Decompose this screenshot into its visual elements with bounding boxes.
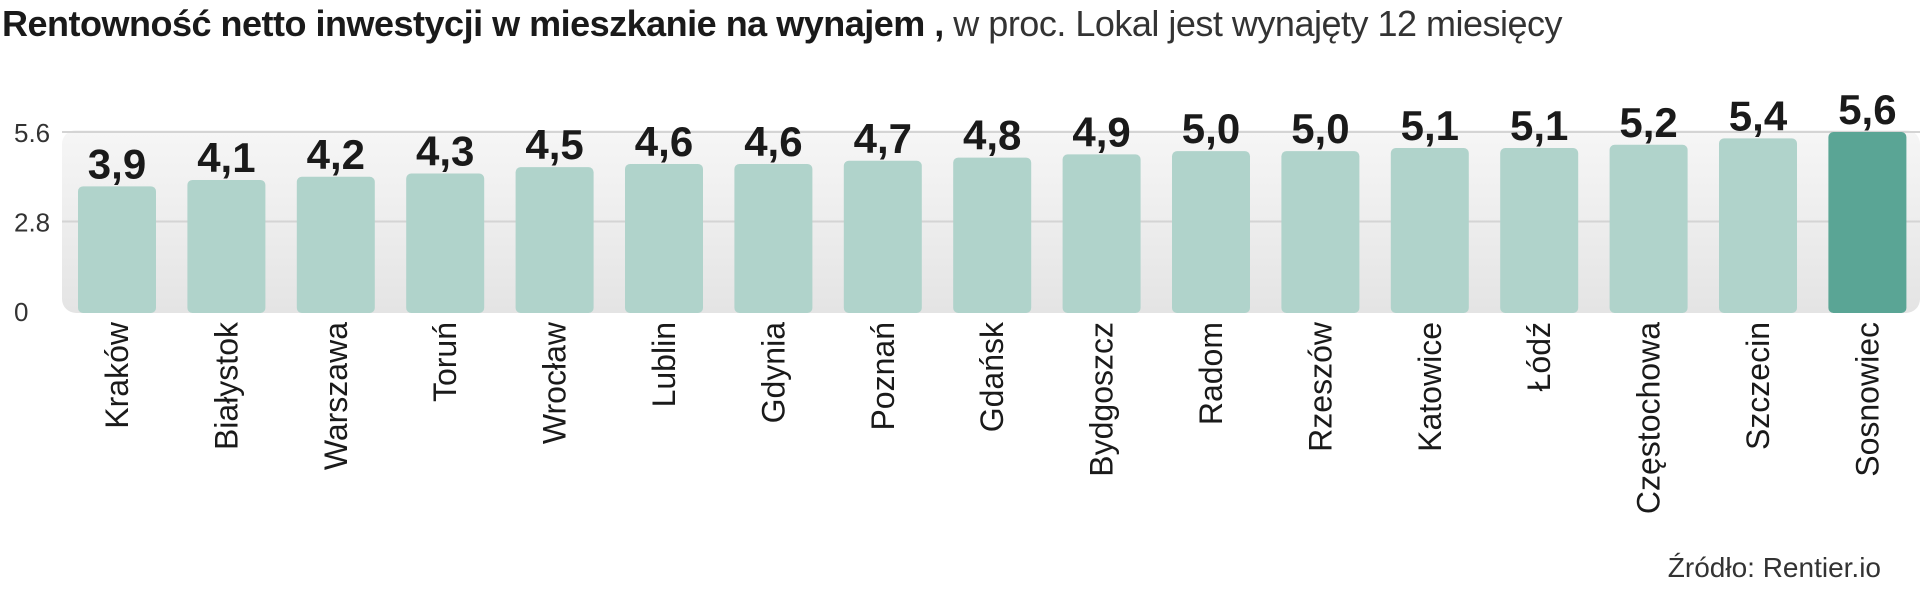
bar bbox=[843, 160, 922, 313]
chart-title: Rentowność netto inwestycji w mieszkanie… bbox=[2, 2, 1563, 46]
bar-value-label: 5,4 bbox=[1729, 92, 1788, 139]
bar bbox=[1390, 147, 1469, 313]
bar-value-label: 5,1 bbox=[1401, 102, 1459, 149]
bar-value-label: 5,0 bbox=[1182, 105, 1240, 152]
x-tick-label: Lublin bbox=[646, 322, 682, 407]
x-tick-label: Częstochowa bbox=[1631, 322, 1667, 514]
x-tick-label: Kraków bbox=[99, 321, 135, 429]
x-tick-label: Warszawa bbox=[318, 322, 354, 470]
y-tick-label: 2.8 bbox=[14, 208, 50, 238]
value-labels: 3,9 4,1 4,2 4,3 4,5 4,6 4,6 4,7 4,8 4,9 5,0 5,0 5,1 5… bbox=[88, 86, 1897, 187]
y-tick-label: 5.6 bbox=[14, 118, 50, 148]
x-tick-label: Poznań bbox=[865, 322, 901, 431]
bar bbox=[1062, 154, 1141, 313]
y-tick-label: 0 bbox=[14, 297, 28, 327]
bar-value-label: 4,2 bbox=[307, 131, 365, 178]
bar bbox=[1500, 147, 1579, 313]
source-note: Źródło: Rentier.io bbox=[1667, 552, 1881, 583]
bar bbox=[515, 167, 594, 313]
bar-value-label: 5,6 bbox=[1838, 86, 1896, 133]
bar bbox=[1719, 138, 1797, 313]
x-tick-label: Radom bbox=[1193, 322, 1229, 425]
bar-value-label: 4,1 bbox=[197, 134, 255, 181]
x-tick-label: Szczecin bbox=[1740, 322, 1776, 450]
bar bbox=[406, 173, 485, 313]
bar bbox=[734, 163, 813, 313]
bar bbox=[953, 157, 1032, 313]
bar bbox=[625, 163, 703, 313]
bar bbox=[1828, 132, 1907, 313]
bar-value-label: 4,5 bbox=[525, 121, 583, 168]
x-tick-label: Rzeszów bbox=[1302, 321, 1338, 452]
x-tick-label: Łódź bbox=[1521, 322, 1557, 391]
bar-value-label: 5,2 bbox=[1619, 99, 1677, 146]
x-tick-label: Wrocław bbox=[537, 321, 573, 444]
x-tick-label: Sosnowiec bbox=[1849, 322, 1885, 477]
x-tick-label: Gdynia bbox=[755, 322, 791, 424]
bar-value-label: 4,3 bbox=[416, 128, 474, 175]
x-axis-labels: Kraków Białystok Warszawa Toruń Wrocław Lubli… bbox=[99, 321, 1885, 514]
chart-subtitle: w proc. Lokal jest wynajęty 12 miesięcy bbox=[953, 3, 1563, 44]
bar bbox=[296, 176, 375, 313]
bar-value-label: 5,0 bbox=[1291, 105, 1349, 152]
bar-value-label: 4,6 bbox=[635, 118, 693, 165]
bar bbox=[78, 186, 156, 313]
bar-value-label: 4,7 bbox=[854, 115, 912, 162]
bar bbox=[1609, 144, 1688, 313]
bars bbox=[78, 132, 1907, 313]
x-tick-label: Katowice bbox=[1412, 322, 1448, 452]
x-tick-label: Bydgoszcz bbox=[1084, 322, 1120, 477]
bar bbox=[1281, 151, 1360, 313]
x-tick-label: Toruń bbox=[427, 322, 463, 402]
x-tick-label: Białystok bbox=[208, 321, 244, 450]
bar bbox=[187, 179, 266, 313]
bar-value-label: 4,6 bbox=[744, 118, 802, 165]
y-axis: 0 2.8 5.6 bbox=[14, 118, 50, 327]
bar-value-label: 4,8 bbox=[963, 112, 1021, 159]
x-tick-label: Gdańsk bbox=[974, 321, 1010, 432]
bar bbox=[1172, 151, 1250, 313]
bar-value-label: 3,9 bbox=[88, 140, 146, 187]
bar-value-label: 4,9 bbox=[1072, 108, 1130, 155]
chart-title-main: Rentowność netto inwestycji w mieszkanie… bbox=[2, 3, 944, 44]
bar-value-label: 5,1 bbox=[1510, 102, 1568, 149]
